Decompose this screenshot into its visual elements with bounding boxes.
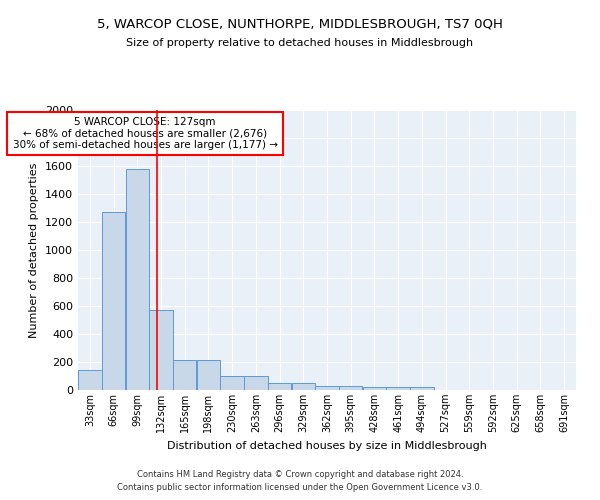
Text: 5 WARCOP CLOSE: 127sqm
← 68% of detached houses are smaller (2,676)
30% of semi-: 5 WARCOP CLOSE: 127sqm ← 68% of detached…: [13, 117, 278, 150]
X-axis label: Distribution of detached houses by size in Middlesbrough: Distribution of detached houses by size …: [167, 440, 487, 450]
Bar: [220, 376, 244, 390]
Text: Size of property relative to detached houses in Middlesbrough: Size of property relative to detached ho…: [127, 38, 473, 48]
Bar: [268, 383, 292, 390]
Bar: [362, 387, 386, 390]
Bar: [149, 310, 173, 390]
Bar: [244, 376, 268, 390]
Bar: [78, 370, 101, 390]
Bar: [315, 386, 339, 390]
Bar: [292, 383, 315, 390]
Bar: [410, 387, 434, 390]
Bar: [102, 212, 125, 390]
Text: Contains HM Land Registry data © Crown copyright and database right 2024.
Contai: Contains HM Land Registry data © Crown c…: [118, 470, 482, 492]
Y-axis label: Number of detached properties: Number of detached properties: [29, 162, 40, 338]
Text: 5, WARCOP CLOSE, NUNTHORPE, MIDDLESBROUGH, TS7 0QH: 5, WARCOP CLOSE, NUNTHORPE, MIDDLESBROUG…: [97, 18, 503, 30]
Bar: [386, 387, 410, 390]
Bar: [173, 360, 196, 390]
Bar: [197, 360, 220, 390]
Bar: [339, 386, 362, 390]
Bar: [125, 170, 149, 390]
